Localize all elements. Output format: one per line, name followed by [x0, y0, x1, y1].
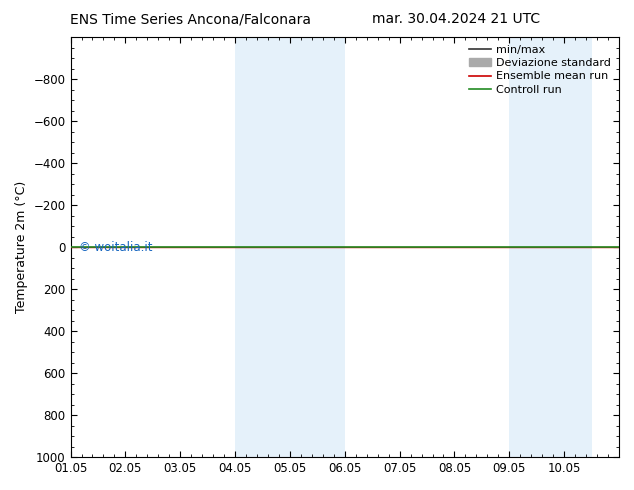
Bar [235, 37, 345, 457]
Text: © woitalia.it: © woitalia.it [79, 241, 152, 254]
Text: mar. 30.04.2024 21 UTC: mar. 30.04.2024 21 UTC [372, 12, 541, 26]
Text: ENS Time Series Ancona/Falconara: ENS Time Series Ancona/Falconara [70, 12, 311, 26]
Legend: min/max, Deviazione standard, Ensemble mean run, Controll run: min/max, Deviazione standard, Ensemble m… [464, 40, 616, 99]
Y-axis label: Temperature 2m (°C): Temperature 2m (°C) [15, 181, 28, 313]
Bar [509, 37, 592, 457]
